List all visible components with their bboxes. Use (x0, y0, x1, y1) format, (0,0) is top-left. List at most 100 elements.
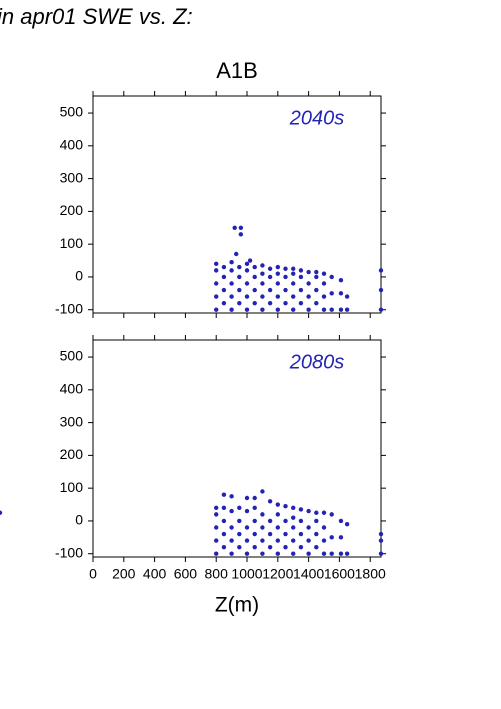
data-point (329, 535, 334, 540)
data-point (314, 287, 319, 293)
data-point (267, 300, 273, 306)
data-point (306, 551, 311, 556)
data-point (252, 505, 257, 511)
data-point (275, 502, 281, 507)
data-point (291, 538, 296, 543)
y-tick-label: 0 (75, 268, 83, 284)
data-point (267, 274, 273, 280)
data-point (283, 287, 288, 293)
data-point (221, 274, 227, 280)
data-point (229, 525, 234, 530)
data-point (252, 531, 257, 537)
data-point (237, 300, 242, 306)
data-point (237, 274, 242, 280)
data-point (283, 531, 288, 537)
data-point (306, 307, 311, 312)
data-point (291, 266, 296, 271)
plot-frame (92, 339, 382, 558)
data-point (338, 518, 344, 524)
x-tick-label: 0 (89, 566, 97, 582)
data-point (283, 300, 288, 306)
data-point (221, 544, 227, 550)
data-point (306, 538, 311, 543)
y-tick-label: 500 (60, 104, 84, 120)
data-point (275, 538, 281, 543)
data-point (291, 294, 296, 299)
data-point (252, 544, 257, 550)
data-point (298, 531, 304, 537)
data-point (291, 271, 296, 276)
data-point (214, 261, 219, 267)
data-point (244, 307, 250, 312)
y-tick-label: 300 (60, 169, 84, 185)
data-point (314, 300, 319, 306)
data-point (329, 512, 334, 517)
data-point (221, 518, 227, 524)
y-tick-label: -100 (55, 544, 83, 560)
data-point (275, 512, 281, 517)
data-point (221, 300, 227, 306)
data-point (298, 268, 304, 273)
data-point (267, 518, 273, 524)
data-point (221, 264, 227, 270)
data-point (321, 525, 327, 530)
data-point (252, 518, 257, 524)
data-point (314, 274, 319, 280)
data-point (338, 551, 344, 556)
data-point (214, 538, 219, 543)
data-point (291, 525, 296, 530)
data-point (214, 294, 219, 299)
x-tick-label: 600 (174, 566, 198, 582)
data-point (244, 495, 250, 501)
data-point (338, 535, 344, 540)
x-tick-label: 1200 (262, 566, 293, 582)
data-point (267, 287, 273, 293)
data-point (214, 512, 219, 517)
data-point (260, 538, 265, 543)
data-point (237, 264, 242, 270)
data-point (314, 518, 319, 524)
data-point (260, 294, 265, 299)
x-tick-label: 800 (205, 566, 229, 582)
data-point (229, 268, 234, 273)
data-point (378, 268, 384, 273)
data-point (306, 294, 311, 299)
data-point (275, 294, 281, 299)
data-point (244, 525, 250, 530)
y-tick-label: 200 (60, 202, 84, 218)
data-point (237, 505, 242, 511)
data-point (344, 522, 350, 527)
page-header: in apr01 SWE vs. Z: (0, 4, 193, 29)
data-point (260, 307, 265, 312)
data-point (244, 551, 250, 556)
data-point (267, 499, 273, 504)
data-point (237, 531, 242, 537)
x-tick-label: 1800 (355, 566, 386, 582)
data-point (260, 551, 265, 556)
data-point (252, 300, 257, 306)
data-point (329, 291, 334, 296)
data-point (283, 266, 288, 271)
data-point (260, 263, 265, 268)
data-point (321, 281, 327, 286)
data-point (298, 274, 304, 280)
data-point (267, 266, 273, 271)
data-point (232, 225, 237, 230)
data-point (267, 544, 273, 550)
data-point (283, 518, 288, 524)
data-point (214, 307, 219, 312)
x-tick-label: 1600 (324, 566, 355, 582)
y-tick-label: 400 (60, 381, 84, 397)
data-point (378, 531, 384, 537)
data-point (260, 489, 265, 494)
x-tick-label: 1400 (293, 566, 324, 582)
data-point (229, 281, 234, 286)
data-point (252, 287, 257, 293)
data-point (298, 287, 304, 293)
data-point (275, 281, 281, 286)
data-point (229, 508, 234, 514)
x-tick-label: 400 (143, 566, 167, 582)
x-axis-label: Z(m) (215, 594, 259, 617)
y-tick-label: 100 (60, 235, 84, 251)
